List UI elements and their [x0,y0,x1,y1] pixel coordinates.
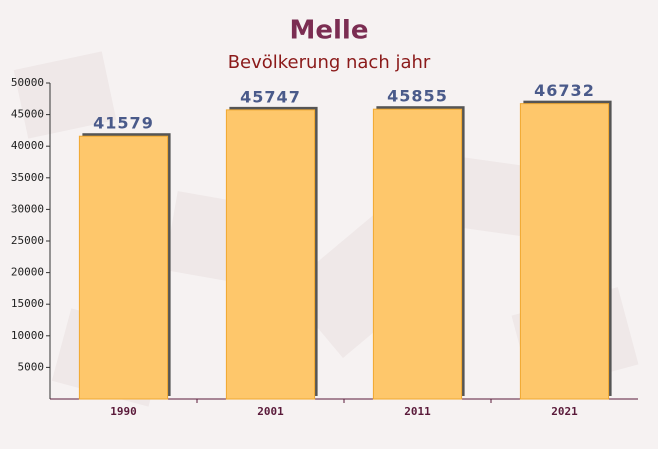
x-tick-label: 2011 [404,405,431,418]
chart-title: Melle [290,16,369,46]
y-tick-label: 25000 [11,234,44,247]
x-tick-label: 1990 [110,405,137,418]
y-tick-label: 40000 [11,139,44,152]
x-tick-label: 2001 [257,405,284,418]
value-label: 45855 [387,87,448,106]
y-tick-label: 30000 [11,202,44,215]
x-tick-label: 2021 [551,405,578,418]
y-tick-label: 10000 [11,329,44,342]
bar [372,108,463,400]
y-tick-label: 50000 [11,76,44,89]
y-tick-label: 5000 [18,360,45,373]
value-label: 45747 [240,87,301,106]
y-tick-label: 35000 [11,171,44,184]
chart-subtitle: Bevölkerung nach jahr [228,52,431,73]
y-tick-label: 20000 [11,266,44,279]
bar [519,103,610,400]
value-label: 46732 [534,81,595,100]
value-label: 41579 [93,114,154,133]
y-tick-label: 15000 [11,297,44,310]
bar [78,135,169,400]
y-tick-label: 45000 [11,108,44,121]
bar [225,109,316,400]
